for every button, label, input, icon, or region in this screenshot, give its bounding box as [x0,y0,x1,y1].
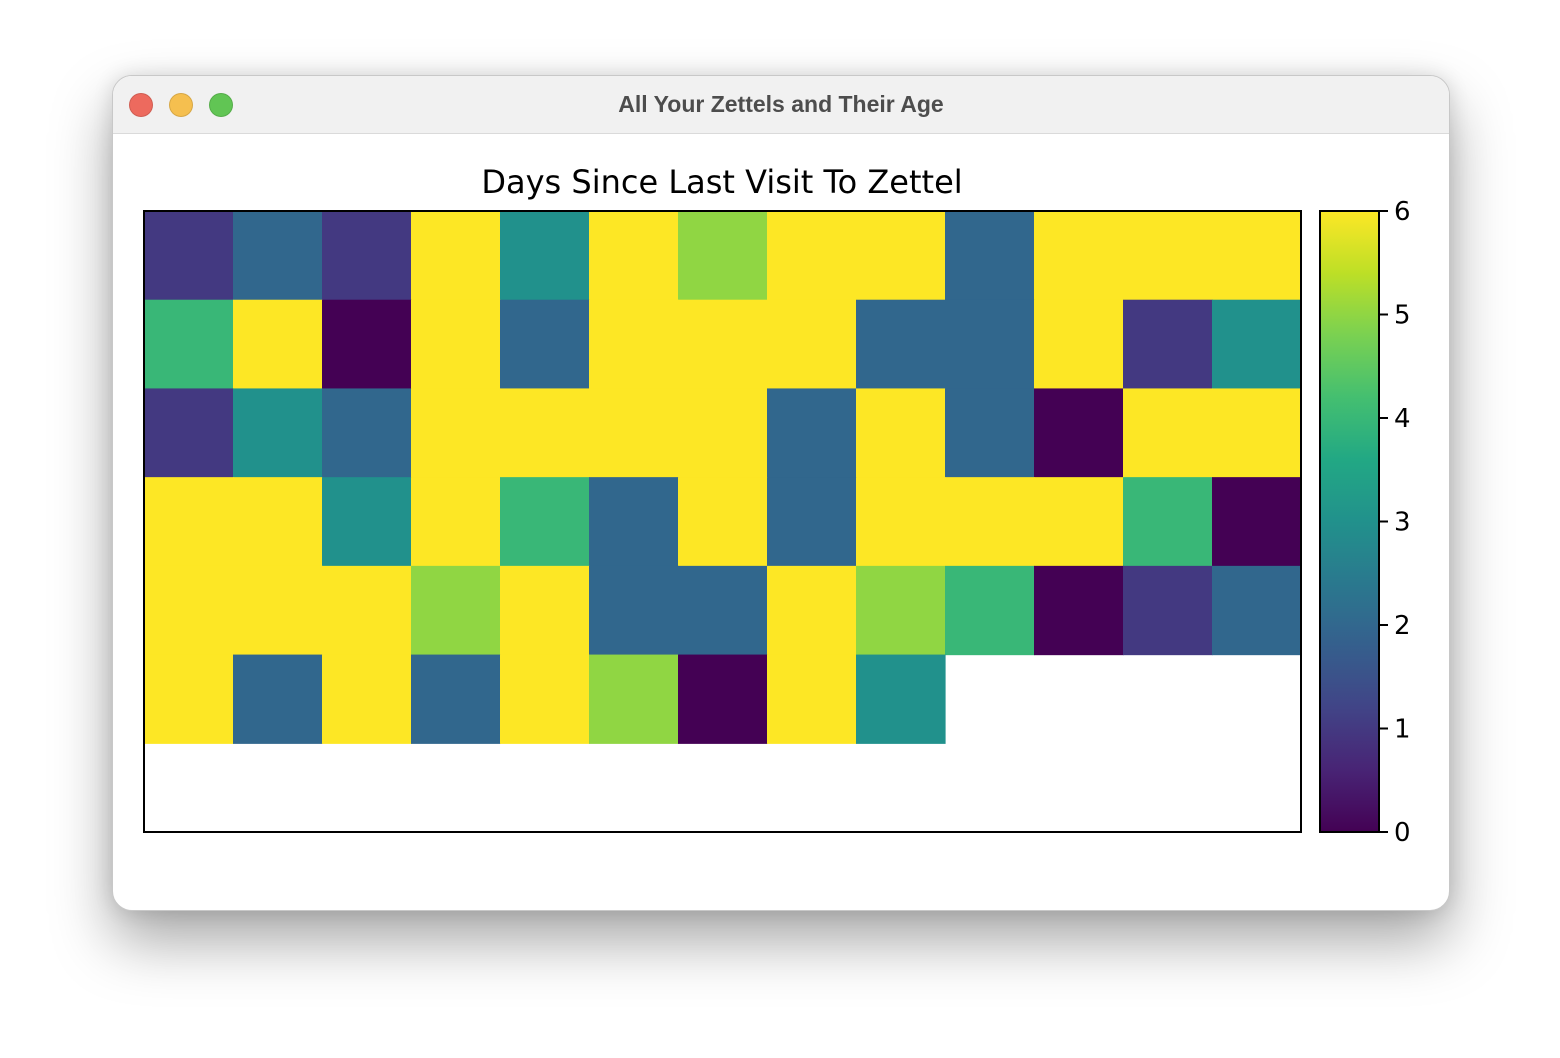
colorbar-ticks: 0 1 2 3 4 5 6 [1379,197,1411,848]
colorbar-tick-label: 1 [1394,715,1411,745]
heatmap-cell [411,388,501,478]
heatmap-cell [678,211,768,301]
heatmap-cell [589,388,679,478]
heatmap-cell [322,654,412,744]
heatmap-cell [678,299,768,390]
heatmap-cell [1212,565,1302,656]
heatmap-cell [767,388,857,478]
heatmap-cell [233,565,323,656]
heatmap-cell [856,565,946,656]
heatmap-cell [144,654,234,744]
heatmap-cell [856,477,946,567]
heatmap-cell [411,654,501,744]
heatmap-cell [1034,565,1124,656]
close-button[interactable] [129,93,153,117]
plot-frame [143,210,1302,833]
heatmap-cell [1123,211,1213,301]
heatmap-cell [500,565,590,656]
heatmap-cell [589,211,679,301]
heatmap-cell [767,299,857,390]
window-title: All Your Zettels and Their Age [618,91,944,117]
heatmap-cell [945,477,1035,567]
colorbar-tick-label: 0 [1394,818,1411,848]
heatmap-cell [500,477,590,567]
heatmap-cell [856,654,946,744]
heatmap-cell [1034,477,1124,567]
heatmap-cell [144,388,234,478]
chart-title: Days Since Last Visit To Zettel [481,163,962,201]
heatmap-cell [322,388,412,478]
heatmap-cell [1212,299,1302,390]
heatmap-cell [678,388,768,478]
heatmap-cell [589,299,679,390]
heatmap-cell [945,388,1035,478]
heatmap-cell [1034,299,1124,390]
heatmap-cell [589,477,679,567]
heatmap-cell [411,565,501,656]
heatmap-cell [233,477,323,567]
heatmap-cell [1123,565,1213,656]
heatmap-cell [767,477,857,567]
colorbar-tick-label: 5 [1394,301,1411,331]
zoom-button[interactable] [209,93,233,117]
heatmap-cell [767,211,857,301]
heatmap-cell [233,299,323,390]
heatmap-cell [1123,477,1213,567]
heatmap-cell [678,477,768,567]
heatmap-cell [678,654,768,744]
heatmap-cell [500,654,590,744]
heatmap-cell [945,211,1035,301]
heatmap-cell [1123,299,1213,390]
heatmap-cell [500,211,590,301]
heatmap-cell [1034,388,1124,478]
heatmap-cells [144,211,1302,744]
heatmap-figure: Days Since Last Visit To Zettel 0 1 2 3 4 5 6 [143,163,1411,848]
heatmap-cell [589,565,679,656]
heatmap-cell [322,211,412,301]
heatmap-cell [411,477,501,567]
heatmap-cell [144,211,234,301]
heatmap-cell [500,388,590,478]
app-window: All Your Zettels and Their Age Days Sinc… [112,75,1450,911]
minimize-button[interactable] [169,93,193,117]
heatmap-cell [1123,388,1213,478]
colorbar-tick-label: 3 [1394,508,1411,538]
heatmap-cell [233,388,323,478]
heatmap-cell [144,565,234,656]
heatmap-cell [767,565,857,656]
heatmap-cell [233,211,323,301]
heatmap-cell [500,299,590,390]
heatmap-cell [1034,211,1124,301]
heatmap-cell [856,299,946,390]
heatmap-cell [322,565,412,656]
colorbar-tick-label: 2 [1394,611,1411,641]
heatmap-cell [1212,211,1302,301]
colorbar-tick-label: 4 [1394,404,1411,434]
heatmap-cell [1212,477,1302,567]
heatmap-cell [945,299,1035,390]
heatmap-cell [589,654,679,744]
heatmap-cell [411,211,501,301]
heatmap-cell [945,565,1035,656]
heatmap-cell [322,477,412,567]
title-bar: All Your Zettels and Their Age [113,76,1449,134]
colorbar-tick-label: 6 [1394,197,1411,227]
heatmap-cell [767,654,857,744]
heatmap-cell [322,299,412,390]
heatmap-cell [233,654,323,744]
heatmap-cell [144,477,234,567]
heatmap-cell [856,388,946,478]
heatmap-cell [411,299,501,390]
heatmap-cell [678,565,768,656]
heatmap-cell [856,211,946,301]
heatmap-cell [144,299,234,390]
colorbar [1320,211,1379,832]
heatmap-cell [1212,388,1302,478]
